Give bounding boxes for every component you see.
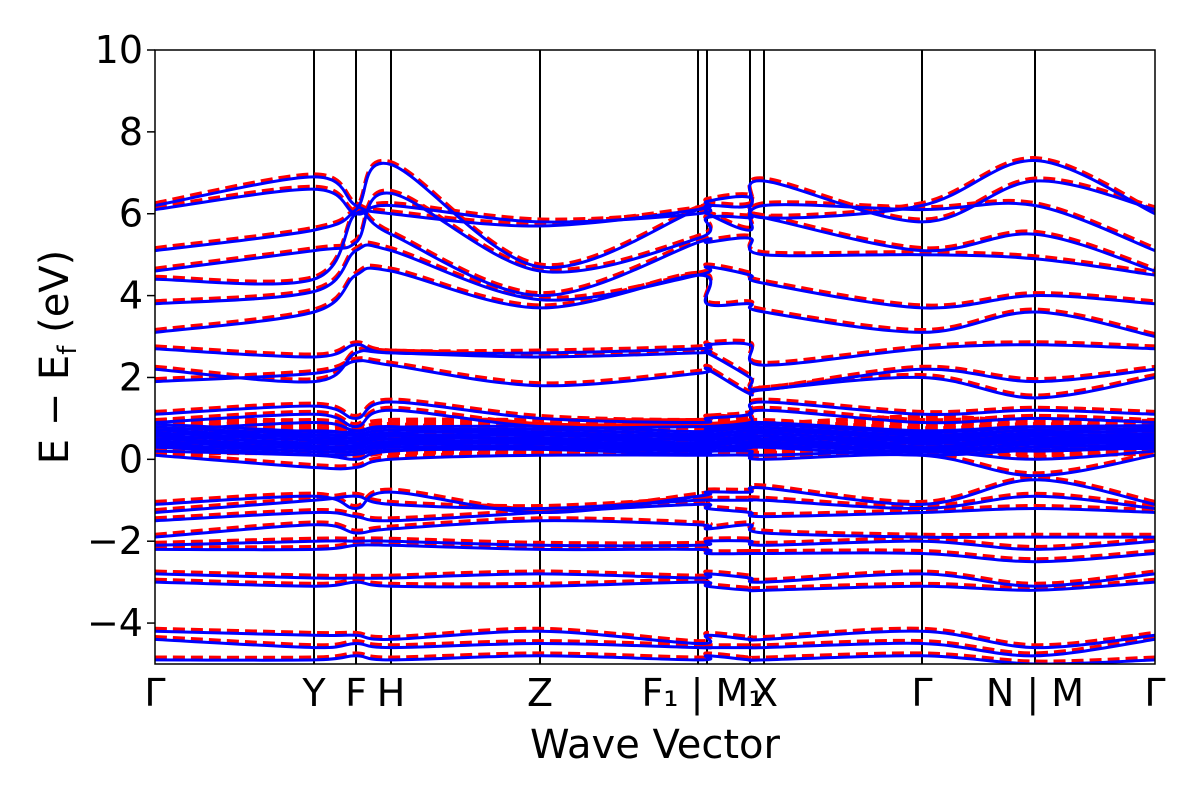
band-line-spin-up (155, 626, 1155, 648)
y-tick-label: 6 (119, 192, 143, 236)
band-line-spin-down (155, 430, 1155, 443)
band-line-spin-up (155, 417, 1155, 436)
band-line-spin-down (155, 445, 1155, 457)
band-line-spin-down (155, 210, 1155, 298)
band-line-spin-up (155, 569, 1155, 586)
band-line-spin-up (155, 417, 1155, 431)
kpoint-divider-lines (313, 50, 1036, 664)
band-line-spin-down (155, 341, 1155, 367)
y-axis-label: E − Ef (eV) (32, 250, 83, 465)
band-line-spin-up (155, 491, 1155, 513)
band-line-spin-up (155, 413, 1155, 427)
x-axis-label: Wave Vector (530, 722, 781, 768)
kpath-label: X (752, 671, 778, 715)
band-line-spin-down (155, 243, 1155, 310)
band-line-spin-down (155, 191, 1155, 274)
band-line-spin-down (155, 539, 1155, 551)
band-line-spin-down (155, 179, 1155, 224)
kpath-label: Γ (1144, 671, 1165, 715)
band-line-spin-up (155, 536, 1155, 549)
band-line-spin-up (155, 651, 1155, 664)
kpath-label: Y (301, 671, 326, 715)
band-line-spin-down (155, 439, 1155, 452)
band-lines (155, 156, 1155, 664)
band-line-spin-up (155, 577, 1155, 591)
band-line-spin-down (155, 422, 1155, 434)
band-line-spin-down (155, 433, 1155, 446)
band-line-spin-up (155, 405, 1155, 428)
band-line-spin-down (155, 408, 1155, 430)
kpath-label: F (345, 671, 367, 715)
band-line-spin-up (155, 516, 1155, 537)
plot-frame (154, 49, 1156, 665)
y-tick-label: 10 (95, 28, 143, 72)
band-line-spin-up (155, 188, 1155, 272)
kpath-label: Z (527, 671, 553, 715)
band-line-spin-up (155, 207, 1155, 296)
band-line-spin-down (155, 427, 1155, 440)
band-line-spin-down (155, 349, 1155, 392)
y-tick-label: 0 (119, 437, 143, 481)
y-tick-label: −2 (87, 519, 143, 563)
band-line-spin-up (155, 356, 1155, 398)
band-line-spin-down (155, 425, 1155, 437)
band-line-spin-up (155, 635, 1155, 656)
band-line-spin-down (155, 502, 1155, 523)
band-line-spin-down (155, 161, 1155, 270)
plot-area (155, 50, 1155, 664)
band-line-spin-down (155, 580, 1155, 593)
y-tick-label: 4 (119, 274, 143, 318)
band-line-spin-down (155, 494, 1155, 514)
y-axis-ticks: −4 −2 0 2 4 6 8 10 (87, 28, 155, 645)
band-line-spin-up (155, 176, 1155, 222)
band-line-spin-down (155, 519, 1155, 539)
band-line-spin-down (155, 654, 1155, 664)
band-line-spin-down (155, 400, 1155, 425)
x-axis-kpath-labels: Γ Y F H Z F₁ | M₁X Γ N | M Γ (144, 671, 1165, 716)
band-line-spin-down (155, 478, 1155, 515)
band-line-spin-down (155, 543, 1155, 564)
band-line-spin-down (155, 572, 1155, 588)
y-axis-label-main: E − E (32, 355, 78, 465)
kpath-label: H (377, 671, 406, 715)
band-line-spin-down (155, 266, 1155, 338)
kpath-label: F₁ | M₁ (641, 671, 763, 716)
y-axis-label-sub: f (53, 345, 83, 355)
band-line-spin-up (155, 346, 1155, 390)
y-tick-label: 2 (119, 355, 143, 399)
kpath-label: Γ (911, 671, 932, 715)
y-axis-label-unit: (eV) (32, 250, 78, 346)
band-line-spin-down (155, 359, 1155, 400)
y-tick-label: −4 (87, 601, 143, 645)
band-line-spin-down (155, 442, 1155, 454)
kpath-label: N | M (986, 671, 1084, 716)
band-line-spin-up (155, 499, 1155, 521)
band-line-spin-down (155, 637, 1155, 658)
kpath-label: Γ (144, 671, 165, 715)
y-tick-label: 8 (119, 110, 143, 154)
band-line-spin-down (155, 629, 1155, 650)
band-line-spin-down (155, 436, 1155, 449)
